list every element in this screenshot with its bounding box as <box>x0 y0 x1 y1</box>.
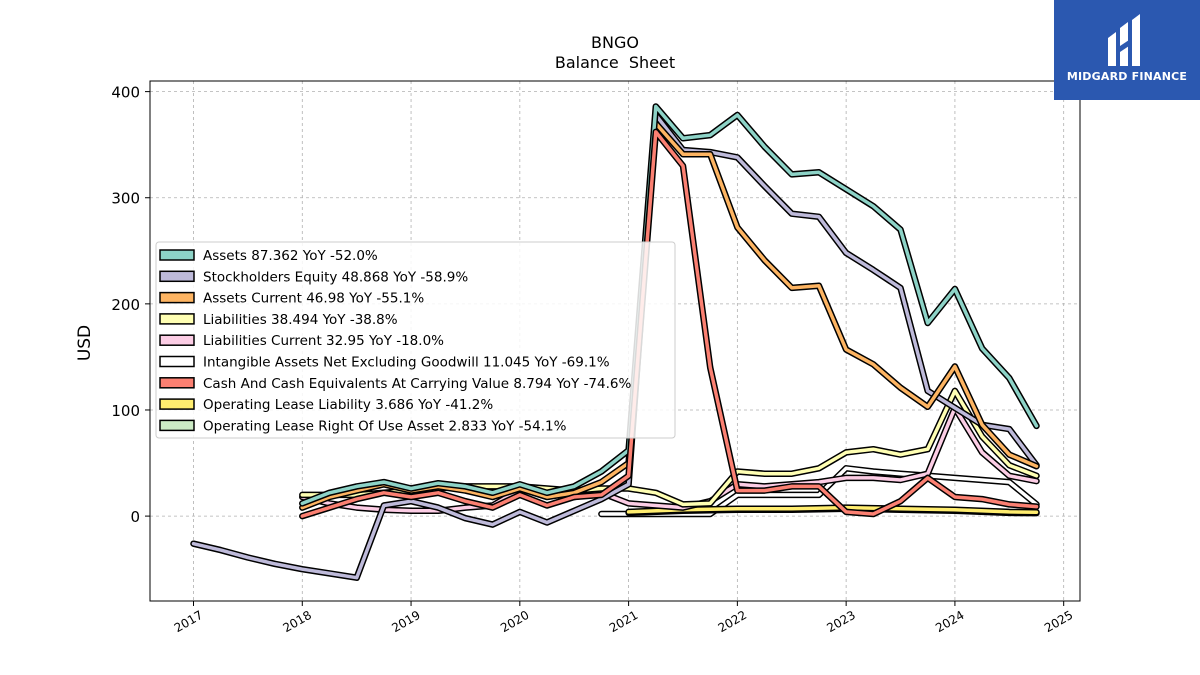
legend-entry: Cash And Cash Equivalents At Carrying Va… <box>203 376 631 392</box>
brand-logo: MIDGARD FINANCE <box>1054 0 1200 100</box>
x-tick-label: 2025 <box>1042 608 1075 635</box>
x-tick-label: 2018 <box>281 608 314 635</box>
x-tick-label: 2019 <box>389 608 422 635</box>
series-layer <box>190 103 1040 581</box>
legend-swatch <box>159 419 195 432</box>
brand-mark-icon <box>1108 14 1140 66</box>
legend-entry: Intangible Assets Net Excluding Goodwill… <box>203 355 610 371</box>
y-tick-label: 300 <box>111 190 140 208</box>
y-tick-label: 100 <box>111 402 140 420</box>
series-line <box>300 406 1039 513</box>
y-tick-label: 200 <box>111 296 140 314</box>
legend-entry: Liabilities Current 32.95 YoY -18.0% <box>203 333 444 349</box>
series-line <box>191 113 1039 580</box>
series-assets <box>299 103 1040 507</box>
legend-box <box>155 241 676 439</box>
legend-swatch <box>159 249 195 261</box>
chart-title: BNGO <box>591 33 639 52</box>
series-liabilities-current <box>299 404 1040 515</box>
y-tick-label: 0 <box>130 508 140 526</box>
legend-swatch <box>159 270 195 283</box>
legend-entry: Operating Lease Liability 3.686 YoY -41.… <box>203 397 493 413</box>
legend-entry: Assets Current 46.98 YoY -55.1% <box>203 291 424 307</box>
x-tick-label: 2017 <box>172 608 205 635</box>
legend: Assets 87.362 YoY -52.0% Stockholders Equ… <box>155 241 676 439</box>
x-tick-label: 2022 <box>716 608 749 635</box>
x-tick-label: 2020 <box>498 608 531 635</box>
y-axis-label: USD <box>75 325 95 361</box>
legend-swatch <box>159 291 195 304</box>
legend-entry: Stockholders Equity 48.868 YoY -58.9% <box>203 269 468 285</box>
legend-entry: Assets 87.362 YoY -52.0% <box>203 248 378 264</box>
x-tick-label: 2024 <box>933 608 966 635</box>
legend-entry: Liabilities 38.494 YoY -38.8% <box>203 312 398 328</box>
legend-swatch <box>159 377 195 389</box>
brand-name: MIDGARD FINANCE <box>1066 70 1188 83</box>
legend-swatch <box>159 355 195 368</box>
series-line <box>300 130 1039 518</box>
series-stockholders-equity <box>190 111 1040 581</box>
x-tick-label: 2023 <box>824 608 857 635</box>
legend-swatch <box>159 313 195 325</box>
series-cash-and-cash-equivalents-at-carrying-value <box>299 128 1040 520</box>
legend-entry: Operating Lease Right Of Use Asset 2.833… <box>203 418 567 434</box>
series-line <box>300 104 1039 506</box>
legend-swatch <box>159 398 195 410</box>
plot-frame <box>149 80 1081 602</box>
y-tick-label: 400 <box>111 84 140 102</box>
legend-swatch <box>159 334 195 346</box>
x-tick-label: 2021 <box>607 608 640 635</box>
chart-subtitle: Balance Sheet <box>555 53 675 72</box>
